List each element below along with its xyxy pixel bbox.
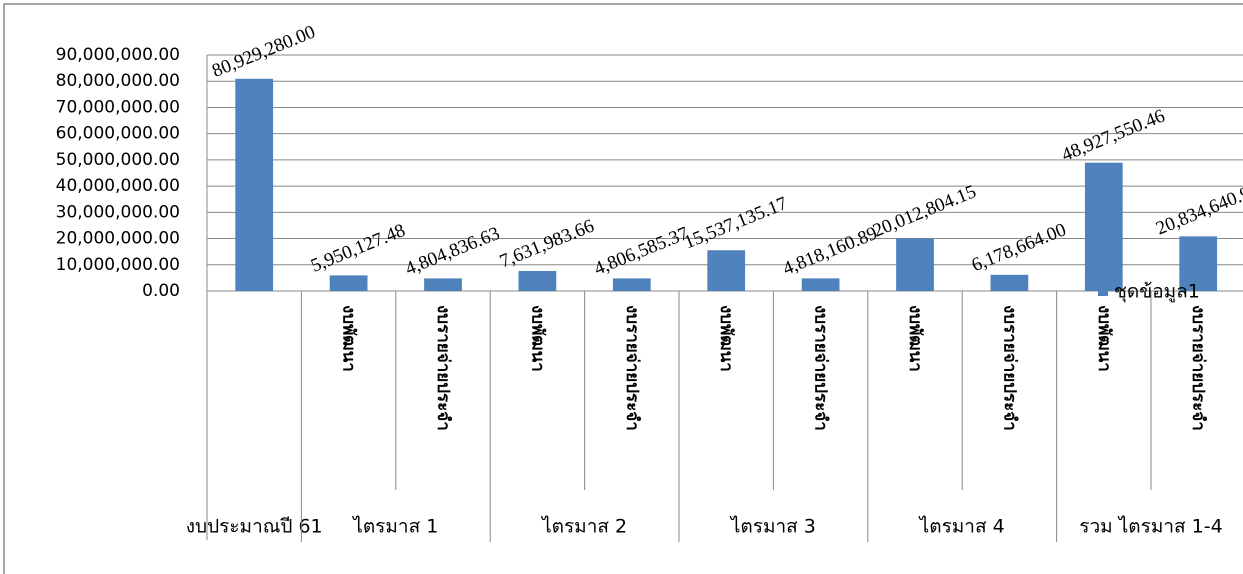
x-tick-label: งบรายจ่ายประจำ [1188, 305, 1208, 431]
y-tick-label: 50,000,000.00 [56, 150, 180, 170]
value-label: 15,537,135.17 [681, 193, 790, 253]
group-label: ไตรมาส 3 [729, 516, 816, 538]
x-tick-label: งบพัฒนา [905, 305, 925, 372]
x-tick-label: งบรายจ่ายประจำ [622, 305, 642, 431]
bar [707, 250, 746, 291]
value-label: 5,950,127.48 [308, 220, 408, 277]
bar [990, 274, 1029, 291]
value-label: 20,834,640.94 [1153, 179, 1243, 240]
bar [1179, 236, 1218, 291]
x-tick-label: งบรายจ่ายประจำ [433, 305, 453, 431]
x-tick-label: งบพัฒนา [1094, 305, 1114, 372]
value-label: 80,929,280.00 [209, 22, 318, 82]
value-label: 4,804,836.63 [402, 223, 502, 280]
legend-label: ชุดข้อมูล1 [1114, 281, 1200, 304]
y-tick-label: 80,000,000.00 [56, 71, 180, 91]
y-tick-label: 10,000,000.00 [56, 255, 180, 275]
value-label: 48,927,550.46 [1059, 105, 1168, 165]
y-tick-label: 40,000,000.00 [56, 176, 180, 196]
bar [896, 238, 934, 291]
y-tick-label: 70,000,000.00 [56, 97, 180, 117]
group-label: ไตรมาส 2 [540, 516, 627, 538]
bar [801, 278, 840, 291]
legend-swatch [1098, 286, 1108, 296]
x-tick-label: งบพัฒนา [339, 305, 359, 372]
bar [329, 275, 368, 291]
chart-frame [3, 3, 1243, 574]
value-label: 20,012,804.15 [870, 181, 979, 241]
bar [612, 278, 651, 291]
bar [518, 270, 557, 291]
bar [1084, 162, 1123, 291]
y-tick-label: 90,000,000.00 [56, 45, 180, 65]
y-tick-label: 60,000,000.00 [56, 124, 180, 144]
x-tick-label: งบรายจ่ายประจำ [999, 305, 1019, 431]
bar [235, 78, 274, 291]
group-label: รวม ไตรมาส 1-4 [1079, 516, 1222, 538]
value-label: 6,178,664.00 [969, 219, 1069, 276]
bar [424, 278, 462, 291]
x-tick-label: งบรายจ่ายประจำ [811, 305, 831, 431]
x-tick-label: งบพัฒนา [716, 305, 736, 372]
y-tick-label: 20,000,000.00 [56, 229, 180, 249]
value-label: 4,806,585.37 [591, 223, 691, 280]
group-label: งบประมาณปี 61 [186, 516, 323, 538]
value-label: 7,631,983.66 [497, 216, 597, 273]
group-label: ไตรมาส 1 [351, 516, 438, 538]
x-tick-label: งบพัฒนา [527, 305, 547, 372]
y-tick-label: 30,000,000.00 [56, 202, 180, 222]
group-label: ไตรมาส 4 [918, 516, 1005, 538]
value-label: 4,818,160.89 [780, 223, 880, 280]
y-tick-label: 0.00 [142, 281, 180, 301]
